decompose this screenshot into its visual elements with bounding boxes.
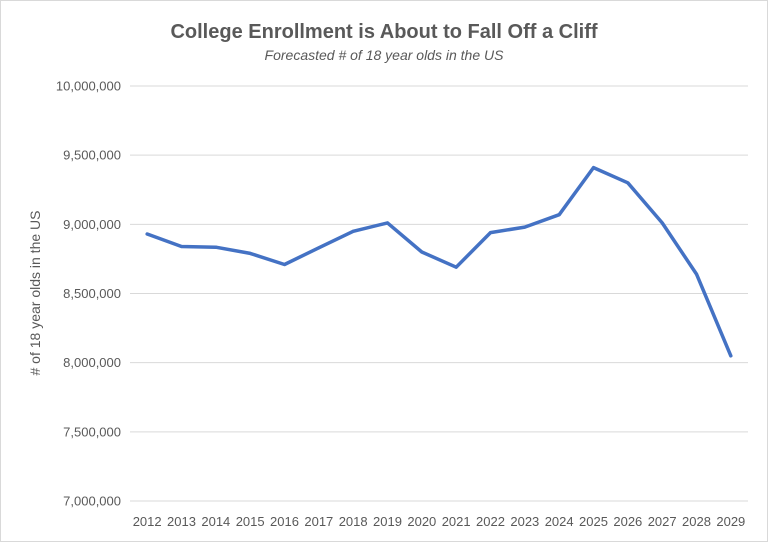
y-tick-labels: 7,000,000 7,500,000 8,000,000 8,500,000 9,00… bbox=[56, 79, 121, 509]
x-tick-label: 2016 bbox=[270, 514, 299, 529]
data-point bbox=[248, 251, 252, 255]
x-tick-label: 2023 bbox=[510, 514, 539, 529]
data-point bbox=[660, 221, 664, 225]
x-tick-label: 2014 bbox=[201, 514, 230, 529]
x-tick-label: 2024 bbox=[545, 514, 574, 529]
data-point bbox=[317, 246, 321, 250]
data-point bbox=[557, 213, 561, 217]
data-point bbox=[145, 232, 149, 236]
x-tick-label: 2020 bbox=[407, 514, 436, 529]
x-tick-label: 2028 bbox=[682, 514, 711, 529]
x-tick-label: 2013 bbox=[167, 514, 196, 529]
data-point bbox=[695, 272, 698, 276]
data-point bbox=[351, 229, 355, 233]
x-tick-label: 2027 bbox=[648, 514, 677, 529]
y-tick-label: 7,500,000 bbox=[63, 424, 121, 439]
x-tick-label: 2012 bbox=[133, 514, 162, 529]
x-tick-label: 2021 bbox=[442, 514, 471, 529]
data-point bbox=[523, 225, 527, 229]
y-tick-label: 9,000,000 bbox=[63, 217, 121, 232]
x-tick-label: 2015 bbox=[236, 514, 265, 529]
x-tick-label: 2025 bbox=[579, 514, 608, 529]
x-tick-label: 2026 bbox=[613, 514, 642, 529]
y-tick-label: 8,000,000 bbox=[63, 355, 121, 370]
data-point bbox=[489, 231, 492, 235]
data-point bbox=[180, 244, 183, 248]
y-tick-label: 8,500,000 bbox=[63, 286, 121, 301]
x-tick-label: 2029 bbox=[716, 514, 745, 529]
gridlines bbox=[130, 85, 748, 502]
data-point bbox=[626, 181, 630, 185]
data-point bbox=[454, 265, 458, 269]
data-point bbox=[592, 166, 595, 170]
y-tick-label: 9,500,000 bbox=[63, 148, 121, 163]
x-tick-label: 2022 bbox=[476, 514, 505, 529]
data-point bbox=[420, 250, 424, 254]
data-point bbox=[386, 221, 389, 225]
x-tick-label: 2019 bbox=[373, 514, 402, 529]
data-point bbox=[729, 354, 733, 358]
chart-subtitle: Forecasted # of 18 year olds in the US bbox=[265, 47, 505, 63]
data-point bbox=[214, 245, 218, 249]
y-tick-label: 10,000,000 bbox=[56, 79, 121, 94]
x-tick-label: 2017 bbox=[304, 514, 333, 529]
y-tick-label: 7,000,000 bbox=[63, 494, 121, 509]
data-point bbox=[283, 262, 286, 266]
chart-title: College Enrollment is About to Fall Off … bbox=[170, 21, 597, 43]
series-group bbox=[145, 165, 733, 358]
x-tick-label: 2018 bbox=[339, 514, 368, 529]
x-tick-labels: 2012 2013 2014 2015 2016 2017 2018 2019 2020 2021… bbox=[133, 514, 746, 529]
y-axis-label: # of 18 year olds in the US bbox=[27, 211, 43, 376]
series-line bbox=[145, 165, 733, 358]
